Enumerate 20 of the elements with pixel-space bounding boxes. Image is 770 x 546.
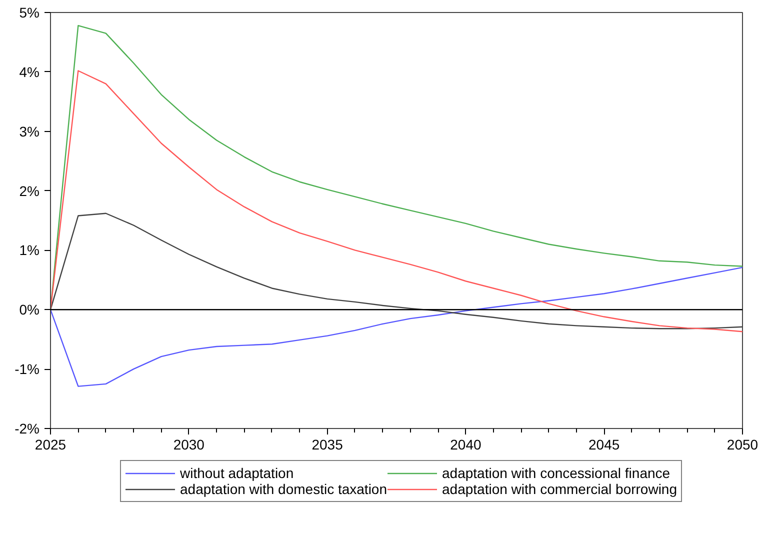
x-tick-label: 2040 <box>450 436 482 452</box>
legend-label: adaptation with concessional finance <box>442 465 670 481</box>
y-tick-label: 4% <box>19 64 40 80</box>
x-tick-label: 2045 <box>588 436 620 452</box>
x-tick-label: 2025 <box>34 436 66 452</box>
y-tick-label: -2% <box>14 420 40 436</box>
y-tick-label: -1% <box>14 361 40 378</box>
legend-label: adaptation with domestic taxation <box>180 481 388 497</box>
x-tick-label: 2035 <box>312 436 344 452</box>
line-series <box>50 70 742 332</box>
y-tick-label: 3% <box>19 123 40 140</box>
line-series <box>50 266 742 387</box>
legend-label: adaptation with commercial borrowing <box>442 481 678 497</box>
x-tick-label: 2050 <box>726 436 758 452</box>
y-tick-label: 1% <box>19 242 40 258</box>
y-tick-label: 5% <box>19 4 40 20</box>
y-tick-label: 2% <box>19 182 40 199</box>
y-tick-label: 0% <box>19 302 40 318</box>
legend-label: without adaptation <box>180 465 294 481</box>
x-tick-label: 2030 <box>173 436 205 452</box>
